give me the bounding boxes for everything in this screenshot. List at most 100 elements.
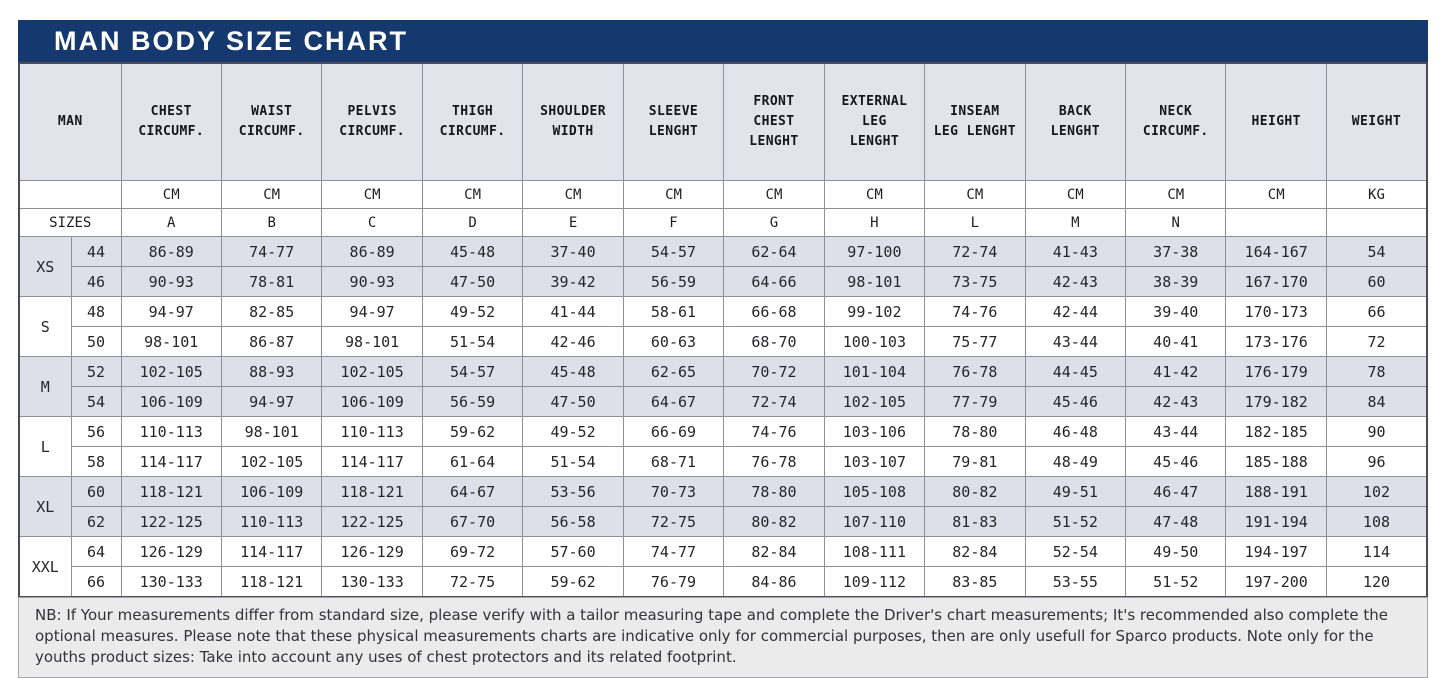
nb-note: NB: If Your measurements differ from sta… xyxy=(18,597,1428,678)
measurement-cell: 122-125 xyxy=(120,506,222,537)
size-row-xs-44: XS 44 86-89 74-77 86-89 45-48 37-40 54-57 62-64 9… xyxy=(18,236,1428,297)
measurement-cell: 66-69 xyxy=(622,416,725,447)
measurement-cell: 38-39 xyxy=(1125,266,1227,297)
measurement-cell: 70-73 xyxy=(622,476,725,507)
size-row-s-50: 50 98-101 86-87 98-101 51-54 42-46 60-63 68-70 1… xyxy=(19,326,1428,357)
size-number-cell: 64 xyxy=(70,536,122,567)
size-number-cell: 50 xyxy=(70,326,122,357)
measurement-cell: 41-42 xyxy=(1125,356,1227,387)
measurement-cell: 96 xyxy=(1325,446,1428,477)
unit-cell: CM xyxy=(1225,180,1327,209)
measurement-cell: 82-84 xyxy=(924,536,1026,567)
measurement-cell: 39-42 xyxy=(522,266,624,297)
measurement-cell: 176-179 xyxy=(1225,356,1327,387)
column-header: PELVIS CIRCUMF. xyxy=(321,62,423,181)
measurement-cell: 106-109 xyxy=(220,476,323,507)
measurement-cell: 60-63 xyxy=(622,326,725,357)
measurement-cell: 130-133 xyxy=(120,566,222,598)
measurement-cell: 72 xyxy=(1325,326,1428,357)
measurement-cell: 106-109 xyxy=(321,386,423,417)
chart-title: MAN BODY SIZE CHART xyxy=(54,25,409,56)
measurement-cell: 47-50 xyxy=(522,386,624,417)
measurement-cell: 67-70 xyxy=(421,506,524,537)
measurement-cell: 98-101 xyxy=(220,416,323,447)
measurement-cell: 79-81 xyxy=(924,446,1026,477)
unit-cell: CM xyxy=(321,180,423,209)
measurement-cell: 114-117 xyxy=(220,536,323,567)
column-header: NECK CIRCUMF. xyxy=(1125,62,1227,181)
size-letter-cell: M xyxy=(1024,208,1127,237)
size-number-cell: 66 xyxy=(70,566,122,598)
measurement-cell: 78-80 xyxy=(924,416,1026,447)
unit-cell: CM xyxy=(622,180,725,209)
size-letter-cell: B xyxy=(220,208,323,237)
size-number-cell: 60 xyxy=(70,476,122,507)
measurement-cell: 126-129 xyxy=(120,536,222,567)
measurement-cell: 74-76 xyxy=(723,416,825,447)
measurement-cell: 83-85 xyxy=(924,566,1026,598)
size-row-s-48: S 48 94-97 82-85 94-97 49-52 41-44 58-61 66-68 99… xyxy=(18,296,1428,357)
size-group-label: XL xyxy=(18,476,72,537)
size-letter-cell: C xyxy=(321,208,423,237)
measurement-cell: 40-41 xyxy=(1125,326,1227,357)
measurement-cell: 191-194 xyxy=(1225,506,1327,537)
measurement-cell: 72-75 xyxy=(421,566,524,598)
measurement-cell: 182-185 xyxy=(1225,416,1327,447)
measurement-cell: 102 xyxy=(1325,476,1428,507)
column-header: FRONT CHEST LENGHT xyxy=(723,62,825,181)
measurement-cell: 64-67 xyxy=(421,476,524,507)
unit-cell: CM xyxy=(421,180,524,209)
measurement-cell: 108 xyxy=(1325,506,1428,537)
measurement-cell: 72-75 xyxy=(622,506,725,537)
measurement-cell: 49-50 xyxy=(1125,536,1227,567)
measurement-cell: 170-173 xyxy=(1225,296,1327,327)
man-header: MAN xyxy=(18,62,122,181)
measurement-cell: 94-97 xyxy=(220,386,323,417)
measurement-cell: 110-113 xyxy=(321,416,423,447)
size-letter-cell: H xyxy=(823,208,926,237)
measurement-cell: 54-57 xyxy=(622,236,725,267)
measurement-cell: 53-55 xyxy=(1024,566,1127,598)
size-number-cell: 44 xyxy=(70,236,122,267)
measurement-cell: 61-64 xyxy=(421,446,524,477)
measurement-cell: 39-40 xyxy=(1125,296,1227,327)
size-row-m-52: M 52 102-105 88-93 102-105 54-57 45-48 62-65 70-… xyxy=(18,356,1428,417)
measurement-cell: 43-44 xyxy=(1125,416,1227,447)
measurement-cell: 60 xyxy=(1325,266,1428,297)
measurement-cell: 42-44 xyxy=(1024,296,1127,327)
measurement-cell: 114-117 xyxy=(321,446,423,477)
measurement-cell: 42-43 xyxy=(1125,386,1227,417)
size-number-cell: 58 xyxy=(70,446,122,477)
measurement-cell: 102-105 xyxy=(321,356,423,387)
unit-cell: CM xyxy=(823,180,926,209)
measurement-cell: 42-46 xyxy=(522,326,624,357)
measurement-cell: 64-66 xyxy=(723,266,825,297)
measurement-cell: 62-65 xyxy=(622,356,725,387)
measurement-cell: 101-104 xyxy=(823,356,926,387)
measurement-cell: 114-117 xyxy=(120,446,222,477)
size-letter-cell: A xyxy=(120,208,222,237)
units-row: CM CM CM CM CM CM CM CM CM CM CM CM KG xyxy=(18,180,1428,209)
measurement-cell: 68-71 xyxy=(622,446,725,477)
measurement-cell: 99-102 xyxy=(823,296,926,327)
size-letter-cell: E xyxy=(522,208,624,237)
measurement-cell: 110-113 xyxy=(120,416,222,447)
measurement-cell: 51-52 xyxy=(1024,506,1127,537)
size-letter-cell: L xyxy=(924,208,1026,237)
measurement-cell: 102-105 xyxy=(220,446,323,477)
measurement-cell: 45-46 xyxy=(1024,386,1127,417)
size-number-cell: 56 xyxy=(70,416,122,447)
measurement-cell: 66 xyxy=(1325,296,1428,327)
measurement-cell: 103-107 xyxy=(823,446,926,477)
size-row-xl-62: 62 122-125 110-113 122-125 67-70 56-58 72-75 80… xyxy=(19,506,1428,537)
measurement-cell: 100-103 xyxy=(823,326,926,357)
measurement-cell: 77-79 xyxy=(924,386,1026,417)
measurement-cell: 110-113 xyxy=(220,506,323,537)
measurement-cell: 94-97 xyxy=(120,296,222,327)
measurement-cell: 43-44 xyxy=(1024,326,1127,357)
column-header: BACK LENGHT xyxy=(1024,62,1127,181)
measurement-cell: 102-105 xyxy=(823,386,926,417)
measurement-cell: 52-54 xyxy=(1024,536,1127,567)
size-number-cell: 46 xyxy=(70,266,122,297)
